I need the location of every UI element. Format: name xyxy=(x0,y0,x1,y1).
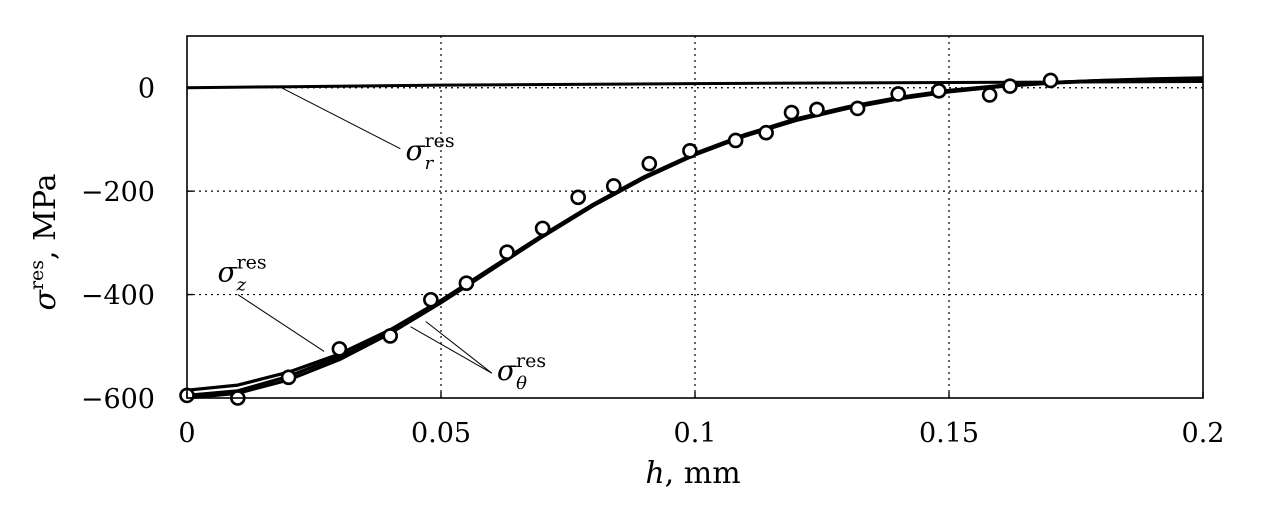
x-tick-label: 0.05 xyxy=(411,418,471,449)
data-point xyxy=(809,101,825,118)
leader-sigma-theta-2 xyxy=(425,321,493,374)
data-point xyxy=(931,83,947,99)
x-tick-labels: 0 0.05 0.1 0.15 0.2 xyxy=(178,392,1224,449)
svg-text:σres, MPa: σres, MPa xyxy=(26,173,63,310)
grid xyxy=(187,36,1203,398)
x-tick-label: 0.15 xyxy=(919,418,979,449)
data-point xyxy=(382,328,399,344)
data-point xyxy=(727,132,744,149)
y-axis-title: σres, MPa xyxy=(26,173,63,310)
data-point xyxy=(605,178,622,194)
marker-layer xyxy=(179,72,1059,406)
data-point xyxy=(641,155,658,172)
data-point xyxy=(534,220,551,237)
label-sigma-r: σres r xyxy=(405,130,454,174)
data-point xyxy=(280,369,297,386)
y-tick-label: −400 xyxy=(81,281,155,312)
data-point xyxy=(682,143,698,159)
data-point xyxy=(1002,78,1018,94)
data-point xyxy=(849,100,866,117)
x-tick-label: 0.1 xyxy=(674,418,717,449)
x-tick-label: 0 xyxy=(178,418,195,449)
leader-sigma-theta-1 xyxy=(410,326,493,374)
data-point xyxy=(981,87,998,103)
data-point xyxy=(1042,72,1059,89)
x-tick-label: 0.2 xyxy=(1182,418,1225,449)
data-point xyxy=(570,189,586,206)
y-tick-label: −600 xyxy=(81,384,155,415)
x-axis-title: h, mm xyxy=(645,456,740,491)
annotation-layer: σres r σres z σres θ xyxy=(217,85,546,394)
label-sigma-z: σres z xyxy=(217,252,266,296)
data-point xyxy=(423,291,439,308)
data-point xyxy=(458,275,475,291)
data-point xyxy=(890,86,907,102)
y-tick-label: 0 xyxy=(138,74,155,105)
data-point xyxy=(331,341,348,357)
y-tick-label: −200 xyxy=(81,177,155,208)
series-line-sigma-r xyxy=(186,80,1204,90)
data-point xyxy=(783,104,800,121)
label-sigma-theta: σres θ xyxy=(497,350,546,394)
data-point xyxy=(758,124,774,141)
leader-sigma-r xyxy=(278,85,401,150)
data-point xyxy=(499,244,515,260)
leader-sigma-z xyxy=(237,294,325,352)
y-tick-labels: 0 −200 −400 −600 xyxy=(81,74,193,415)
